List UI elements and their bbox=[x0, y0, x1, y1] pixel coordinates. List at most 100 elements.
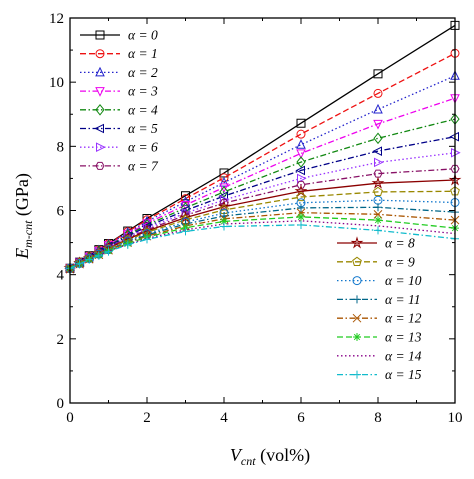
legend-label: α = 3 bbox=[128, 84, 158, 99]
legend-entry: α = 6 bbox=[80, 140, 158, 155]
legend-label: α = 0 bbox=[128, 28, 158, 43]
series-line bbox=[69, 136, 456, 269]
y-axis-label-unit: (GPa) bbox=[12, 173, 33, 221]
legend-label: α = 4 bbox=[128, 102, 158, 117]
x-tick-label: 6 bbox=[297, 410, 305, 426]
data-point bbox=[373, 132, 383, 145]
legend-swatch-marker bbox=[352, 256, 362, 266]
data-point bbox=[296, 191, 306, 202]
legend-label: α = 11 bbox=[385, 292, 420, 307]
x-axis-label-sub: cnt bbox=[241, 454, 256, 468]
data-point bbox=[374, 226, 382, 235]
data-point bbox=[374, 216, 382, 225]
legend-label: α = 6 bbox=[128, 140, 158, 155]
legend-bottom-right: α = 8 α = 9 α = 10 α = 11 α = 12 α = 13 α = 14… bbox=[337, 236, 422, 382]
legend-label: α = 14 bbox=[385, 348, 422, 363]
data-point bbox=[373, 119, 383, 130]
y-tick-label: 2 bbox=[57, 332, 65, 348]
x-tick-label: 2 bbox=[143, 410, 151, 426]
data-point bbox=[85, 255, 94, 264]
legend-swatch-marker bbox=[353, 333, 361, 341]
data-point bbox=[220, 222, 228, 231]
data-point bbox=[373, 186, 383, 197]
series-16-group bbox=[66, 220, 459, 273]
data-point bbox=[296, 118, 306, 128]
y-tick-label: 6 bbox=[57, 204, 65, 220]
legend-entry: α = 12 bbox=[337, 311, 422, 326]
series-line bbox=[69, 118, 456, 269]
data-point bbox=[295, 165, 305, 176]
data-point bbox=[123, 240, 132, 249]
legend-swatch-marker bbox=[95, 103, 105, 116]
y-axis-label-main: E bbox=[12, 248, 32, 260]
data-point bbox=[373, 69, 383, 79]
y-tick-label: 10 bbox=[49, 75, 64, 91]
x-axis-label-main: V bbox=[230, 445, 243, 465]
legend-entry: α = 4 bbox=[80, 102, 158, 117]
data-point bbox=[296, 139, 306, 149]
series-6-group bbox=[64, 131, 459, 274]
x-axis-label-unit: (vol%) bbox=[256, 445, 310, 466]
legend-label: α = 1 bbox=[128, 46, 158, 61]
legend-swatch-marker bbox=[95, 161, 105, 170]
legend-swatch-marker bbox=[95, 87, 105, 97]
data-point bbox=[372, 146, 382, 156]
data-point bbox=[104, 247, 113, 256]
data-point bbox=[374, 157, 384, 168]
legend-entry: α = 1 bbox=[80, 46, 158, 61]
y-axis-label: Em-cnt (GPa) bbox=[12, 173, 35, 260]
legend-entry: α = 9 bbox=[337, 254, 415, 269]
legend-entry: α = 7 bbox=[80, 158, 159, 173]
data-point bbox=[296, 129, 306, 139]
data-point bbox=[219, 186, 229, 198]
legend-swatch-marker bbox=[350, 236, 364, 249]
legend-entry: α = 13 bbox=[337, 330, 422, 345]
series-line bbox=[69, 212, 456, 269]
data-point bbox=[450, 164, 460, 173]
data-point bbox=[296, 156, 306, 168]
legend-entry: α = 15 bbox=[337, 367, 422, 382]
y-tick-label: 0 bbox=[57, 396, 65, 412]
data-point bbox=[217, 199, 231, 213]
y-axis-label-sub: m-cnt bbox=[21, 220, 35, 248]
series-line bbox=[69, 168, 456, 269]
legend-label: α = 7 bbox=[128, 158, 159, 173]
legend-label: α = 8 bbox=[385, 236, 415, 251]
legend: α = 0 α = 1 α = 2 α = 3 α = 4 α = 5 α = 6 α = 7… bbox=[80, 28, 422, 382]
data-point bbox=[371, 176, 385, 189]
data-point bbox=[181, 227, 190, 236]
data-point bbox=[296, 208, 306, 218]
data-point bbox=[218, 191, 228, 201]
data-point bbox=[75, 259, 84, 268]
axis-ticks: 0 2 4 6 8 10 0 2 4 6 8 10 12 bbox=[49, 11, 463, 426]
data-point bbox=[219, 168, 229, 178]
legend-label: α = 9 bbox=[385, 254, 415, 269]
data-point bbox=[297, 173, 307, 184]
legend-entry: α = 11 bbox=[337, 292, 420, 307]
data-point bbox=[373, 88, 383, 98]
legend-entry: α = 8 bbox=[337, 236, 415, 251]
data-point bbox=[373, 209, 383, 219]
data-point bbox=[143, 235, 151, 244]
legend-swatch-marker bbox=[353, 295, 361, 304]
x-tick-label: 8 bbox=[374, 410, 382, 426]
data-point bbox=[179, 210, 192, 224]
legend-entry: α = 3 bbox=[80, 84, 158, 99]
data-point bbox=[219, 176, 229, 187]
legend-label: α = 2 bbox=[128, 65, 158, 80]
data-point bbox=[296, 180, 306, 189]
legend-label: α = 12 bbox=[385, 311, 422, 326]
legend-entry: α = 5 bbox=[80, 121, 158, 136]
series-line bbox=[69, 220, 456, 269]
data-point bbox=[219, 183, 229, 194]
series-line bbox=[69, 224, 456, 269]
data-point bbox=[297, 212, 305, 221]
x-tick-label: 4 bbox=[220, 410, 228, 426]
legend-entry: α = 14 bbox=[337, 348, 422, 363]
data-point bbox=[374, 203, 382, 212]
legend-top-left: α = 0 α = 1 α = 2 α = 3 α = 4 α = 5 α = 6 α = 7 bbox=[80, 28, 159, 173]
data-point bbox=[373, 103, 383, 114]
legend-swatch-marker bbox=[95, 30, 105, 40]
x-tick-label: 10 bbox=[448, 410, 463, 426]
